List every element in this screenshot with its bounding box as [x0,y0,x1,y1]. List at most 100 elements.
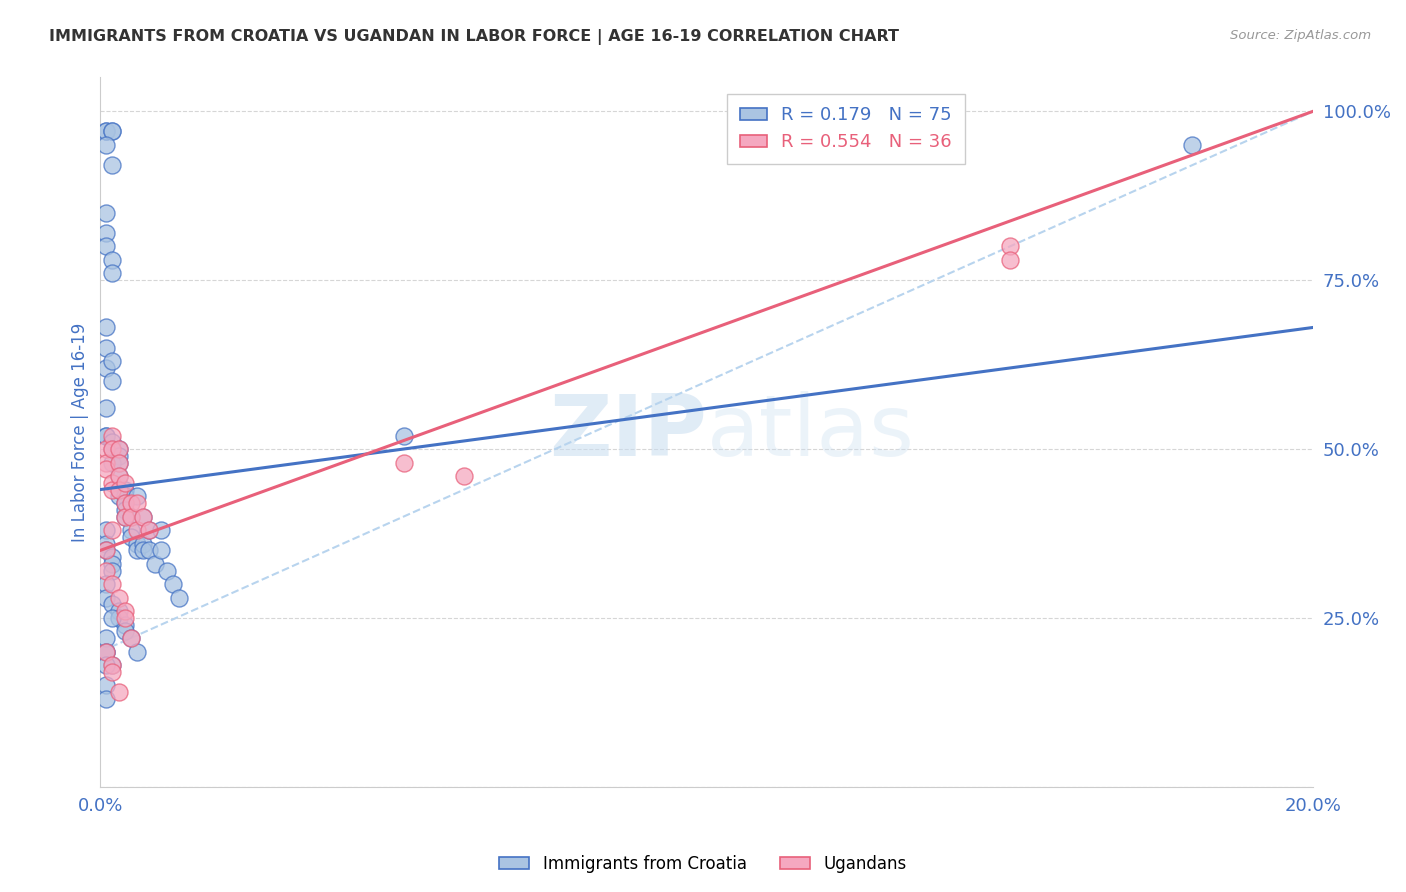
Point [114,611,136,625]
Point [96,645,118,659]
Point [125,536,148,550]
Point [125,496,148,510]
Point [114,483,136,497]
Point [107,483,129,497]
Point [114,509,136,524]
Point [107,483,129,497]
Point [114,509,136,524]
Point [96,320,118,334]
Point [107,456,129,470]
Point [114,503,136,517]
Point [96,226,118,240]
Point [96,645,118,659]
Point [101,442,124,456]
Point [114,604,136,618]
Point [101,658,124,673]
Point [96,456,118,470]
Point [167,591,190,605]
Point [101,550,124,565]
Point [150,543,173,558]
Point [107,442,129,456]
Legend: Immigrants from Croatia, Ugandans: Immigrants from Croatia, Ugandans [492,848,914,880]
Point [1181,138,1204,153]
Point [96,658,118,673]
Point [150,523,173,537]
Point [101,658,124,673]
Point [132,509,155,524]
Point [107,591,129,605]
Point [101,665,124,679]
Point [107,489,129,503]
Point [101,354,124,368]
Point [96,523,118,537]
Point [96,205,118,219]
Point [96,678,118,692]
Point [138,543,160,558]
Point [101,124,124,138]
Point [132,509,155,524]
Point [96,591,118,605]
Point [107,685,129,699]
Point [101,611,124,625]
Point [162,577,184,591]
Point [101,375,124,389]
Point [120,509,142,524]
Point [96,239,118,253]
Point [107,469,129,483]
Y-axis label: In Labor Force | Age 16-19: In Labor Force | Age 16-19 [72,323,89,541]
Point [101,564,124,578]
Point [96,536,118,550]
Point [96,543,118,558]
Point [101,475,124,490]
Point [120,631,142,645]
Text: IMMIGRANTS FROM CROATIA VS UGANDAN IN LABOR FORCE | AGE 16-19 CORRELATION CHART: IMMIGRANTS FROM CROATIA VS UGANDAN IN LA… [49,29,900,45]
Point [107,611,129,625]
Point [96,442,118,456]
Point [107,449,129,463]
Point [101,442,124,456]
Point [96,428,118,442]
Point [114,617,136,632]
Point [96,543,118,558]
Point [101,483,124,497]
Point [453,469,475,483]
Point [101,124,124,138]
Point [114,475,136,490]
Point [101,435,124,450]
Point [392,428,415,442]
Point [998,252,1021,267]
Point [101,557,124,571]
Point [107,442,129,456]
Point [96,631,118,645]
Point [132,536,155,550]
Text: ZIP: ZIP [550,391,707,474]
Point [392,456,415,470]
Point [120,530,142,544]
Point [101,577,124,591]
Point [125,523,148,537]
Point [96,341,118,355]
Point [120,509,142,524]
Point [101,266,124,280]
Point [107,469,129,483]
Point [96,462,118,476]
Point [96,428,118,442]
Point [143,557,166,571]
Point [998,239,1021,253]
Text: Source: ZipAtlas.com: Source: ZipAtlas.com [1230,29,1371,42]
Point [96,577,118,591]
Point [96,138,118,153]
Point [125,645,148,659]
Point [125,489,148,503]
Point [101,428,124,442]
Point [101,523,124,537]
Point [107,456,129,470]
Point [120,523,142,537]
Point [114,496,136,510]
Point [120,631,142,645]
Text: atlas: atlas [707,391,915,474]
Point [101,158,124,172]
Point [96,645,118,659]
Point [114,624,136,639]
Legend: R = 0.179   N = 75, R = 0.554   N = 36: R = 0.179 N = 75, R = 0.554 N = 36 [727,94,965,164]
